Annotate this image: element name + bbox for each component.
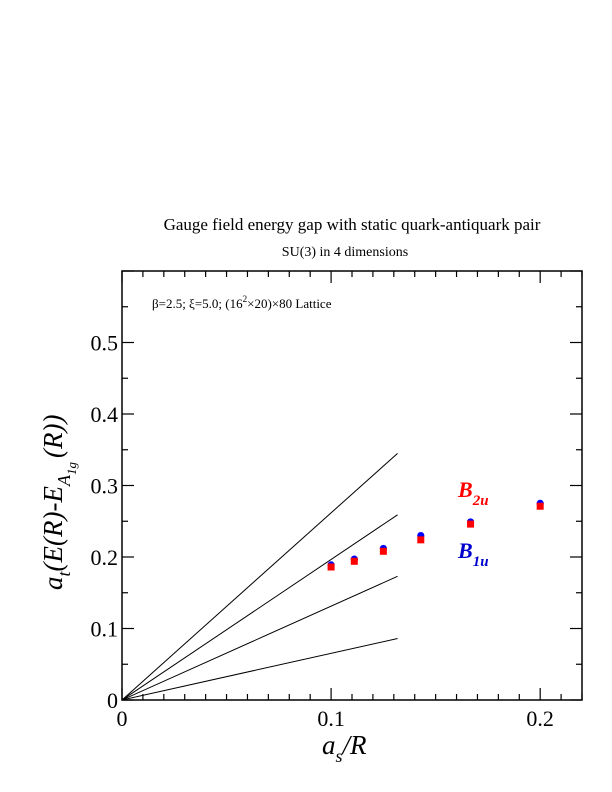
y-axis-label-mid: (E(R)-E [38, 486, 68, 572]
y-tick-label: 0.2 [91, 545, 119, 570]
legend-label-b1u: B1u [457, 538, 489, 570]
lattice-annotation-suffix: ×20)×80 Lattice [247, 296, 332, 311]
legend-label-b1u-main: B [457, 538, 473, 563]
marker-b2u [417, 536, 425, 544]
y-tick-label: 0.1 [91, 617, 119, 642]
chart-title: Gauge field energy gap with static quark… [164, 215, 541, 234]
marker-b2u [536, 502, 544, 510]
marker-b2u [350, 557, 358, 565]
x-axis-label-rest: /R [341, 730, 368, 760]
x-axis-label-main: a [322, 730, 336, 760]
reference-line [121, 514, 398, 701]
lattice-annotation-sup: 2 [243, 294, 248, 304]
reference-line [121, 638, 398, 701]
legend-label-b1u-sub: 1u [473, 554, 489, 570]
legend-label-b2u-sub: 2u [472, 493, 489, 509]
reference-line [121, 452, 398, 701]
marker-b2u [379, 547, 387, 555]
x-tick-label: 0.2 [526, 706, 554, 731]
x-tick-label: 0 [117, 706, 128, 731]
axis-ticks [121, 270, 583, 701]
lattice-annotation: β=2.5; ξ=5.0; (162×20)×80 Lattice [152, 294, 332, 311]
y-axis-label-subsub: 1g [64, 462, 79, 476]
chart-subtitle: SU(3) in 4 dimensions [282, 245, 408, 260]
plot-frame [121, 270, 583, 701]
y-axis-label-sub-a: A [54, 474, 74, 487]
legend-label-b2u: B2u [457, 477, 489, 509]
marker-b2u [327, 563, 335, 571]
y-axis-label-main: a [38, 577, 68, 591]
y-tick-label: 0 [107, 688, 118, 713]
x-tick-label: 0.1 [317, 706, 345, 731]
y-axis-label: at(E(R)-EA1g (R)) [38, 415, 79, 590]
y-tick-label: 0.3 [91, 474, 119, 499]
y-axis-label-sub: t [54, 571, 74, 577]
y-axis-label-end: (R)) [38, 415, 68, 458]
y-tick-label: 0.4 [91, 402, 119, 427]
data-markers [327, 499, 544, 571]
x-axis-label: as/R [322, 730, 367, 766]
reference-line [121, 575, 398, 701]
y-tick-labels: 0 0.1 0.2 0.3 0.4 0.5 [91, 331, 119, 714]
x-tick-labels: 0 0.1 0.2 [117, 706, 554, 731]
marker-b2u [467, 520, 475, 528]
y-tick-label: 0.5 [91, 331, 119, 356]
x-axis-label-sub: s [336, 746, 343, 766]
reference-lines [121, 452, 398, 701]
lattice-annotation-prefix: β=2.5; ξ=5.0; (16 [152, 296, 243, 311]
legend-label-b2u-main: B [457, 477, 473, 502]
